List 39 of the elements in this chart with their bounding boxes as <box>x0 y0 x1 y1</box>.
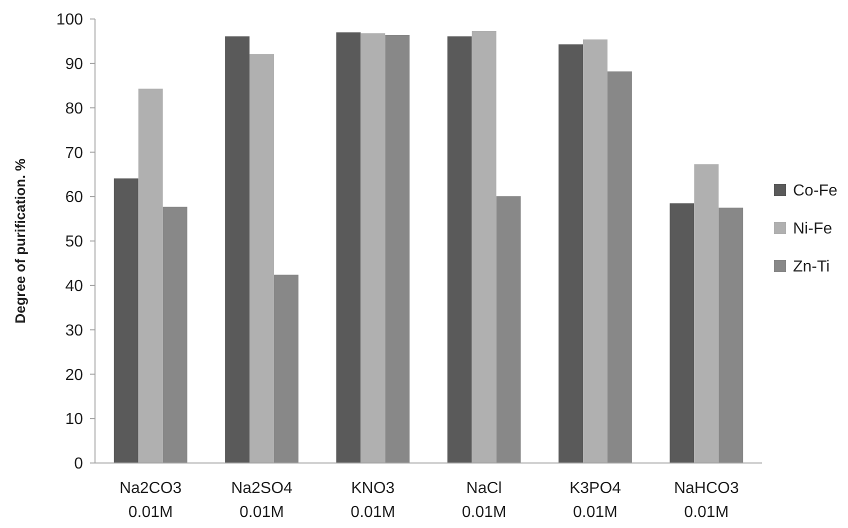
bar <box>718 208 744 463</box>
x-tick-label: NaCl 0.01M <box>462 480 506 521</box>
bar <box>694 164 719 463</box>
bar <box>336 32 361 463</box>
bar <box>607 71 632 463</box>
x-tick-label: Na2SO4 0.01M <box>231 480 293 521</box>
legend-label: Zn-Ti <box>793 258 830 276</box>
bar <box>138 88 163 463</box>
y-tick-label: 100 <box>56 12 84 29</box>
x-tick-label: Na2CO3 0.01M <box>119 480 182 521</box>
y-axis-title: Degree of purification. % <box>12 158 28 324</box>
x-tick-label: K3PO4 0.01M <box>569 480 622 521</box>
bar <box>558 44 584 463</box>
bar <box>472 30 496 463</box>
bar <box>162 206 188 463</box>
y-tick-label: 90 <box>65 56 84 73</box>
bar <box>496 196 521 463</box>
legend-label: Co-Fe <box>793 182 838 200</box>
y-tick-label: 30 <box>65 322 84 340</box>
bar <box>447 36 472 463</box>
bar <box>225 36 250 463</box>
bar <box>360 33 386 463</box>
bar <box>274 274 298 463</box>
bar <box>250 54 274 463</box>
legend-label: Ni-Fe <box>793 220 832 238</box>
y-tick-label: 20 <box>65 366 84 384</box>
bar <box>385 34 410 463</box>
y-tick-label: 80 <box>65 100 84 118</box>
y-tick-label: 0 <box>74 456 84 473</box>
x-tick-label: NaHCO3 0.01M <box>674 480 739 521</box>
y-tick-label: 10 <box>65 411 84 428</box>
y-tick-label: 40 <box>65 278 84 295</box>
bar <box>670 203 694 463</box>
y-tick-label: 70 <box>65 144 84 162</box>
x-tick-label: KNO3 0.01M <box>350 480 396 521</box>
bar <box>114 178 138 463</box>
y-tick-label: 60 <box>65 189 84 206</box>
bar <box>583 39 608 463</box>
y-tick-label: 50 <box>65 234 84 251</box>
